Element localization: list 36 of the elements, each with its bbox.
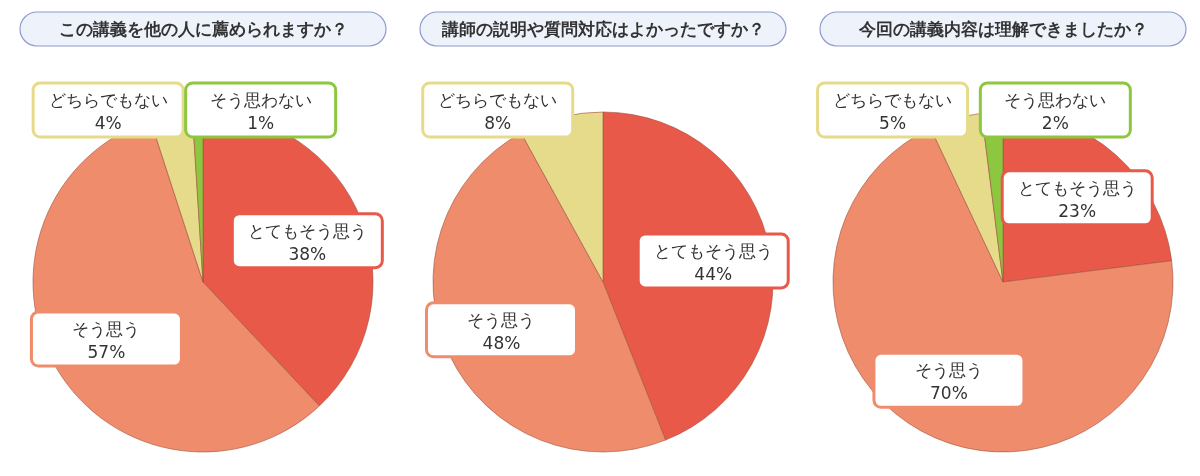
data-label: 23% [1058,200,1097,221]
label: どちらでもない 4% [31,81,185,139]
label: どちらでもない 5% [816,81,970,139]
chart-title: この講義を他の人に薦められますか？ [58,19,348,39]
slice-label: そう思わない [1004,90,1107,110]
data-label: 4% [94,113,122,133]
label: そう思う 70% [872,351,1026,409]
label: そう思わない 1% [184,81,338,139]
data-label: 8% [484,113,512,133]
label: とてもそう思う 44% [636,232,790,290]
slice-label: どちらでもない [833,90,953,110]
slice-label: どちらでもない [48,90,168,110]
data-label: 1% [247,113,275,133]
label: そう思わない 2% [978,81,1132,139]
chart-title: 講師の説明や質問対応はよかったですか？ [440,19,765,39]
slice-label: とてもそう思う [247,220,367,241]
data-label: 44% [694,263,733,284]
data-label: 48% [482,332,521,353]
data-label: 2% [1041,113,1069,133]
slice-label: とてもそう思う [1017,177,1137,198]
data-label: 38% [288,243,327,264]
data-label: 57% [87,342,126,363]
chart-title: 今回の講義内容は理解できましたか？ [857,19,1148,39]
slice-label: そう思わない [209,90,312,110]
label: どちらでもない 8% [421,81,575,139]
label: とてもそう思う 38% [230,212,384,270]
label: とてもそう思う 23% [1000,169,1154,227]
slice-label: そう思う [467,309,536,330]
slice-label: そう思う [914,360,983,381]
slice-label: どちらでもない [438,90,558,110]
slice-label: そう思う [72,319,141,340]
data-label: 70% [930,383,968,404]
slice-label: とてもそう思う [653,240,773,261]
label: そう思う 57% [29,310,183,368]
data-label: 5% [879,113,907,133]
label: そう思う 48% [425,301,578,359]
